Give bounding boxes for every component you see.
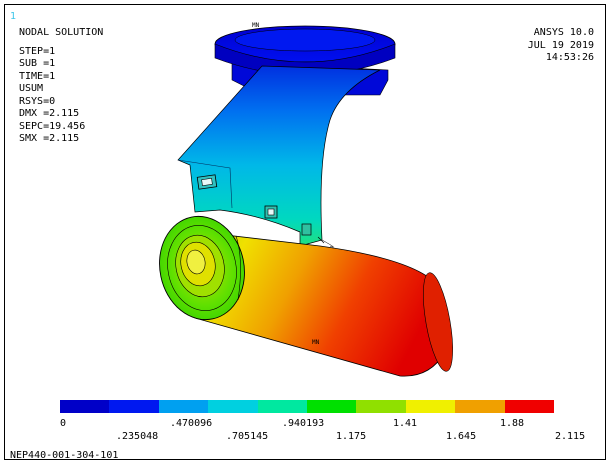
version-block: ANSYS 10.0 JUL 19 2019 14:53:26 (528, 27, 594, 65)
legend-label: 1.41 (393, 418, 418, 429)
info-smx: SMX =2.115 (19, 133, 80, 144)
legend-label: 2.115 (555, 431, 586, 442)
legend-band-4 (208, 400, 258, 413)
legend-label: .705145 (226, 431, 269, 442)
legend-band-7 (356, 400, 406, 413)
model-file-label: NEP440-001-304-101 (10, 450, 119, 461)
info-sepc: SEPC=19.456 (19, 120, 86, 132)
legend-label: 1.88 (500, 418, 525, 429)
support-arm (177, 65, 381, 247)
legend-label: .940193 (282, 418, 325, 429)
cylinder-end-face (159, 215, 245, 321)
legend-label: 0 (60, 418, 67, 429)
solution-title: NODAL SOLUTION (19, 27, 104, 38)
main-cylinder: MN (194, 231, 453, 377)
legend-band-8 (405, 400, 456, 413)
run-date: JUL 19 2019 (527, 39, 594, 51)
product-version: ANSYS 10.0 (533, 27, 594, 38)
legend-band-6 (307, 400, 357, 413)
info-result-type: USUM (19, 83, 44, 94)
legend-band-9 (455, 400, 505, 413)
info-sub: SUB =1 (19, 58, 56, 69)
info-rsys: RSYS=0 (19, 95, 56, 107)
legend-label: 1.175 (336, 431, 367, 442)
legend-band-3 (158, 400, 209, 413)
window-number: 1 (10, 11, 17, 22)
svg-text:MN: MN (312, 339, 320, 346)
legend-band-2 (109, 400, 159, 413)
legend-band-5 (257, 400, 308, 413)
solution-info-block: NODAL SOLUTION STEP=1 SUB =1 TIME=1 USUM… (19, 27, 103, 146)
info-dmx: DMX =2.115 (19, 108, 80, 119)
info-step: STEP=1 (19, 45, 56, 57)
legend-band-10 (504, 400, 555, 413)
legend-label: .235048 (116, 431, 159, 442)
run-time: 14:53:26 (545, 52, 594, 63)
max-marker: MN (252, 22, 260, 29)
info-time: TIME=1 (19, 70, 56, 82)
legend-band-1 (60, 400, 110, 413)
legend-label: .470096 (170, 418, 213, 429)
legend-label: 1.645 (446, 431, 477, 442)
contour-legend-bar (60, 400, 555, 413)
